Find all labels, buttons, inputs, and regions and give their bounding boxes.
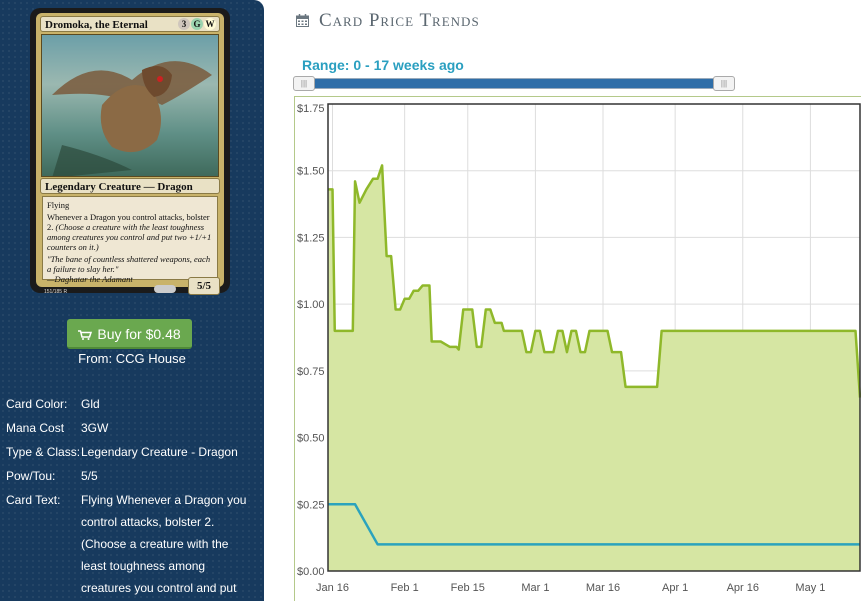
x-tick-label: Mar 16 — [586, 582, 620, 594]
card-flavor-text: "The bane of countless shattered weapons… — [47, 254, 213, 284]
detail-value: Gld — [81, 397, 100, 411]
price-trends-title: Card Price Trends — [296, 10, 480, 32]
calendar-icon — [296, 14, 309, 27]
card-collector-number: 151/185 R — [44, 289, 68, 295]
card-ability: Whenever a Dragon you control attacks, b… — [47, 212, 213, 252]
mana-symbol-generic: 3 — [178, 18, 190, 30]
detail-value: Flying Whenever a Dragon you control att… — [81, 493, 247, 595]
foil-line-series — [328, 503, 860, 546]
card-frame: Dromoka, the Eternal 3 G W Legendary Cre… — [36, 13, 224, 295]
card-name-bar: Dromoka, the Eternal 3 G W — [40, 16, 220, 32]
detail-label: Card Text: — [6, 493, 61, 507]
range-slider-handle-end[interactable]: ||| — [713, 76, 735, 91]
y-tick-label: $0.75 — [297, 366, 325, 378]
dragon-art-icon — [41, 34, 219, 177]
detail-label: Pow/Tou: — [6, 469, 56, 483]
x-tick-label: Feb 1 — [391, 582, 419, 594]
price-line-series — [328, 164, 861, 398]
buy-button[interactable]: Buy for $0.48 — [67, 319, 192, 349]
plot-frame — [327, 103, 861, 572]
card-type-line: Legendary Creature — Dragon — [45, 181, 193, 193]
price-chart: $0.00 $0.25 $0.50 $0.75 $1.00 $1.25 $1.50 $1.75… — [294, 96, 861, 601]
price-trends-title-text: Card Price Trends — [319, 10, 480, 31]
y-tick-label: $1.25 — [297, 232, 325, 244]
mana-cost-symbols: 3 G W — [178, 18, 216, 30]
card-power-toughness: 5/5 — [188, 277, 220, 295]
mana-symbol-green: G — [191, 18, 203, 30]
set-symbol-icon — [154, 285, 176, 293]
dragon-art-svg — [52, 61, 212, 176]
card-keyword: Flying — [47, 200, 70, 210]
x-tick-label: Apr 16 — [727, 582, 759, 594]
detail-value: Legendary Creature - Dragon — [81, 445, 238, 459]
detail-value: 3GW — [81, 421, 109, 435]
card-ability-text: Whenever a Dragon you control attacks, b… — [47, 212, 210, 232]
range-slider-handle-start[interactable]: ||| — [293, 76, 315, 91]
price-area-fill — [328, 165, 860, 571]
card-name: Dromoka, the Eternal — [45, 19, 148, 31]
buy-button-label: Buy for $0.48 — [97, 326, 181, 342]
detail-value: 5/5 — [81, 469, 98, 483]
detail-label: Mana Cost — [6, 421, 65, 435]
x-tick-label: Mar 1 — [521, 582, 549, 594]
range-label: Range: 0 - 17 weeks ago — [302, 57, 464, 73]
shopping-cart-icon — [78, 330, 93, 340]
y-tick-label: $1.50 — [297, 166, 325, 178]
x-tick-label: Apr 1 — [662, 582, 688, 594]
detail-label: Type & Class: — [6, 445, 81, 459]
y-tick-label: $1.00 — [297, 299, 325, 311]
price-chart-svg: $0.00 $0.25 $0.50 $0.75 $1.00 $1.25 $1.50 $1.75… — [297, 103, 861, 594]
x-tick-label: Feb 15 — [451, 582, 485, 594]
card-reminder-text: (Choose a creature with the least toughn… — [47, 222, 212, 252]
card-rules-text-box: Flying Whenever a Dragon you control att… — [42, 196, 218, 284]
card-flavor-quote: "The bane of countless shattered weapons… — [47, 254, 211, 274]
x-tick-label: May 1 — [795, 582, 825, 594]
mana-symbol-white: W — [204, 18, 216, 30]
card-flavor-attribution: —Daghatar the Adamant — [47, 274, 133, 284]
card-image[interactable]: Dromoka, the Eternal 3 G W Legendary Cre… — [30, 8, 230, 295]
x-tick-label: Jan 16 — [316, 582, 349, 594]
card-type-bar: Legendary Creature — Dragon — [40, 178, 220, 194]
detail-label: Card Color: — [6, 397, 68, 411]
y-tick-label: $0.50 — [297, 433, 325, 445]
y-tick-label: $1.75 — [297, 103, 325, 115]
card-sidebar: Dromoka, the Eternal 3 G W Legendary Cre… — [0, 0, 264, 601]
range-slider[interactable]: ||| ||| — [293, 76, 735, 91]
seller-name: From: CCG House — [78, 351, 186, 366]
y-tick-label: $0.00 — [297, 566, 325, 578]
y-tick-label: $0.25 — [297, 499, 325, 511]
